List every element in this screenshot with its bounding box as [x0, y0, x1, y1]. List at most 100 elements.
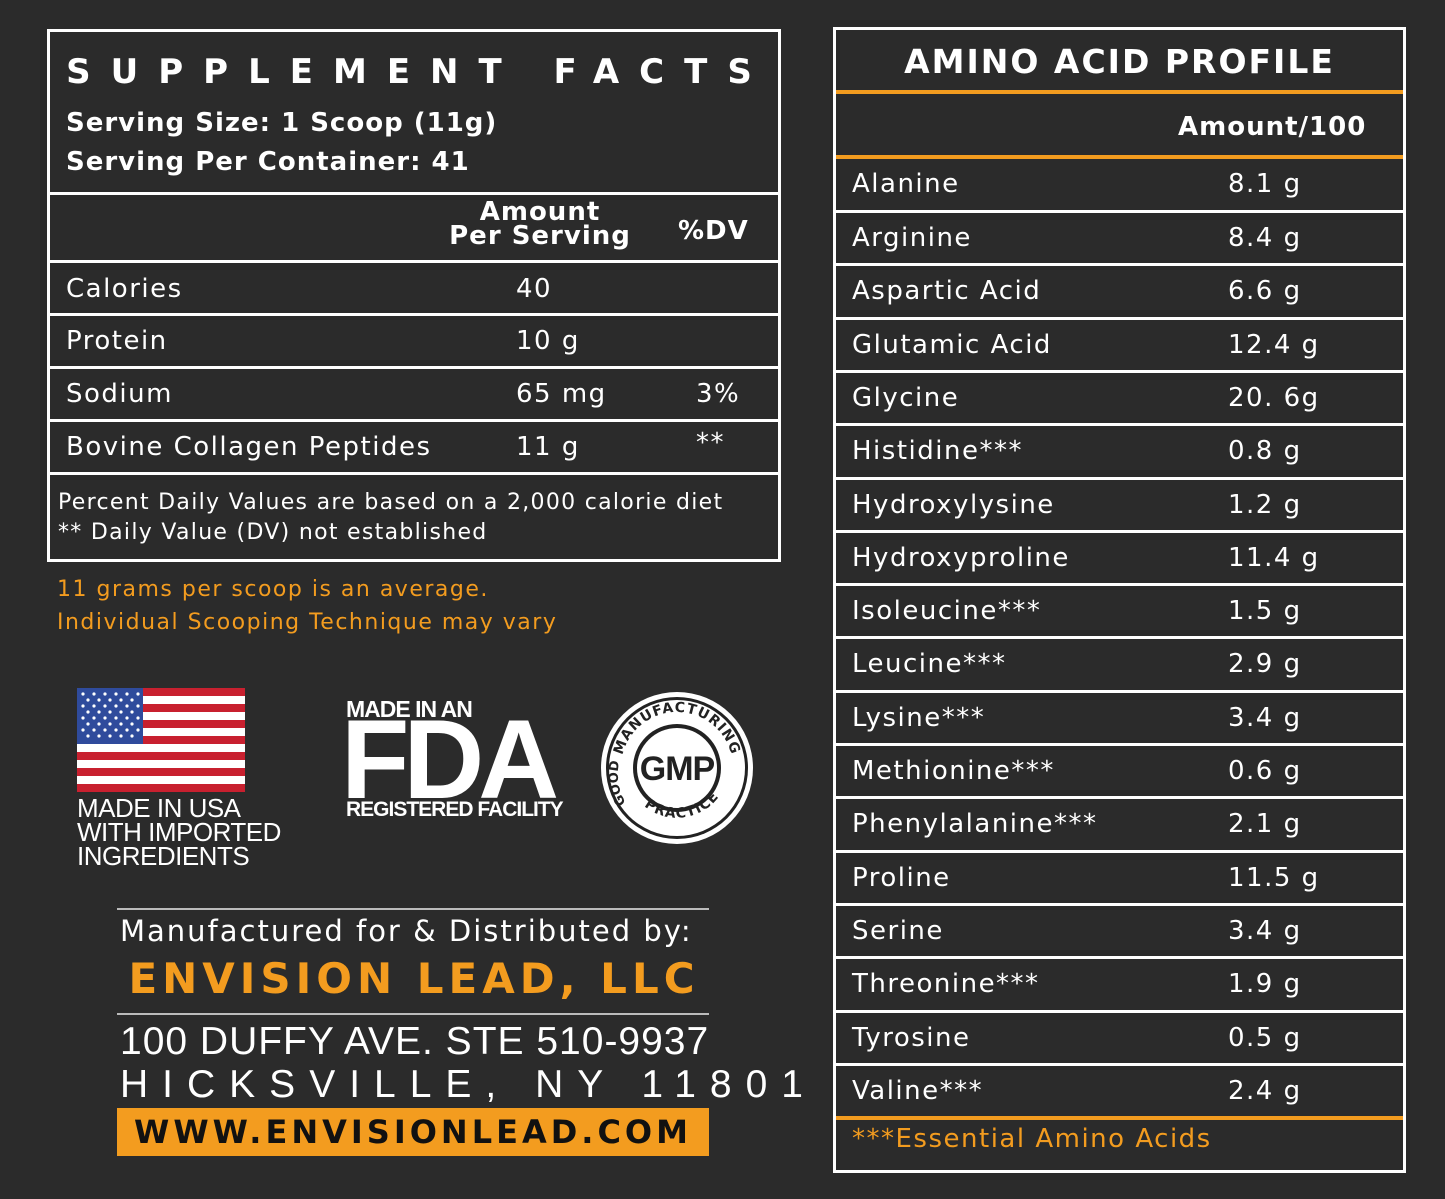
address-line2: HICKSVILLE, NY 11801 — [120, 1063, 817, 1106]
divider — [836, 155, 1403, 159]
amino-value: 1.5 g — [1228, 596, 1302, 627]
amino-name: Methionine*** — [852, 756, 1055, 786]
divider — [836, 90, 1403, 94]
amino-row: Histidine*** 0.8 g — [836, 423, 1403, 476]
amino-value: 0.8 g — [1228, 436, 1302, 467]
manufacturer-name: ENVISION LEAD, LLC — [128, 954, 700, 1003]
fda-badge-top: MADE IN AN — [346, 696, 473, 722]
amino-table: Alanine 8.1 g Arginine 8.4 g Aspartic Acid… — [836, 159, 1403, 1119]
amino-name: Valine*** — [852, 1075, 984, 1106]
amino-row: Leucine*** 2.9 g — [836, 636, 1403, 689]
amino-value: 2.1 g — [1228, 809, 1302, 840]
amount-per-100-header: Amount/100 — [1178, 112, 1367, 142]
website-link[interactable]: WWW.ENVISIONLEAD.COM — [117, 1108, 709, 1156]
scoop-note-line2: Individual Scooping Technique may vary — [57, 610, 558, 635]
usa-line3: INGREDIENTS — [77, 841, 250, 871]
nutrient-amount: 10 g — [516, 326, 580, 356]
amino-value: 0.6 g — [1228, 756, 1302, 786]
amino-value: 3.4 g — [1228, 702, 1302, 733]
amount-per-serving-header: Amount Per Serving — [430, 197, 650, 251]
amino-name: Isoleucine*** — [852, 596, 1042, 627]
amino-name: Histidine*** — [852, 436, 1023, 467]
amino-row: Serine 3.4 g — [836, 902, 1403, 956]
divider — [50, 313, 778, 316]
gmp-center-text: GMP — [640, 750, 715, 788]
amino-row: Aspartic Acid 6.6 g — [836, 263, 1403, 316]
amino-row: Threonine*** 1.9 g — [836, 956, 1403, 1009]
dv-not-established-footnote: ** Daily Value (DV) not established — [58, 520, 488, 545]
nutrient-amount: 65 mg — [516, 379, 607, 409]
divider — [117, 908, 709, 910]
amino-value: 8.4 g — [1228, 223, 1302, 253]
nutrient-name: Calories — [66, 274, 183, 304]
amino-name: Aspartic Acid — [852, 276, 1042, 307]
nutrient-amount: 40 — [516, 274, 553, 304]
amino-row: Phenylalanine*** 2.1 g — [836, 796, 1403, 849]
amino-row: Arginine 8.4 g — [836, 210, 1403, 263]
amino-row: Glycine 20. 6g — [836, 369, 1403, 423]
supplement-facts-title: SUPPLEMENT FACTS — [66, 52, 772, 92]
amino-value: 11.5 g — [1228, 862, 1320, 893]
nutrient-dv: 3% — [696, 379, 741, 409]
nutrient-name: Sodium — [66, 379, 173, 409]
nutrient-row: Calories 40 — [50, 264, 778, 314]
divider — [50, 192, 778, 195]
nutrient-row: Protein 10 g — [50, 316, 778, 366]
amino-value: 3.4 g — [1228, 915, 1302, 946]
nutrient-dv: ** — [696, 428, 725, 458]
amino-name: Lysine*** — [852, 702, 986, 733]
amount-header-line2: Per Serving — [449, 221, 631, 251]
amino-row: Glutamic Acid 12.4 g — [836, 316, 1403, 370]
usa-line2: WITH IMPORTED — [77, 817, 281, 847]
daily-value-footnote: Percent Daily Values are based on a 2,00… — [58, 490, 724, 515]
gmp-seal-icon: MANUFACTURING PRACTICE GOOD GMP — [601, 692, 753, 844]
supplement-facts-panel: SUPPLEMENT FACTS Serving Size: 1 Scoop (… — [47, 29, 781, 562]
amino-value: 20. 6g — [1228, 382, 1320, 413]
amino-name: Serine — [852, 915, 944, 946]
amino-value: 12.4 g — [1228, 329, 1320, 360]
scoop-note-line1: 11 grams per scoop is an average. — [57, 577, 489, 602]
serving-size: Serving Size: 1 Scoop (11g) — [66, 108, 498, 138]
divider — [117, 1013, 709, 1015]
amino-name: Glutamic Acid — [852, 329, 1052, 360]
amino-name: Hydroxyproline — [852, 542, 1070, 573]
amino-name: Alanine — [852, 169, 960, 199]
divider — [836, 1116, 1403, 1120]
amount-header-line1: Amount — [479, 197, 601, 227]
amino-profile-title: AMINO ACID PROFILE — [904, 42, 1335, 81]
divider — [50, 260, 778, 263]
amino-row: Isoleucine*** 1.5 g — [836, 583, 1403, 636]
nutrient-name: Bovine Collagen Peptides — [66, 432, 432, 462]
amino-row: Methionine*** 0.6 g — [836, 743, 1403, 796]
nutrient-row: Sodium 65 mg 3% — [50, 369, 778, 419]
amino-row: Hydroxyproline 11.4 g — [836, 529, 1403, 583]
amino-value: 8.1 g — [1228, 169, 1302, 199]
amino-name: Hydroxylysine — [852, 489, 1055, 520]
divider — [50, 419, 778, 422]
divider — [50, 366, 778, 369]
amino-value: 2.9 g — [1228, 649, 1302, 680]
amino-name: Proline — [852, 862, 951, 893]
amino-name: Threonine*** — [852, 969, 1040, 1000]
nutrient-amount: 11 g — [516, 432, 580, 462]
amino-name: Phenylalanine*** — [852, 809, 1098, 840]
amino-name: Arginine — [852, 223, 972, 253]
divider — [50, 472, 778, 475]
fda-badge-bottom: REGISTERED FACILITY — [346, 798, 564, 821]
amino-row: Alanine 8.1 g — [836, 159, 1403, 212]
amino-value: 1.9 g — [1228, 969, 1302, 1000]
amino-value: 6.6 g — [1228, 276, 1302, 307]
dv-header: %DV — [678, 216, 749, 246]
amino-row: Hydroxylysine 1.2 g — [836, 476, 1403, 530]
manufactured-for-label: Manufactured for & Distributed by: — [120, 914, 693, 948]
made-in-usa-badge-text: MADE IN USA WITH IMPORTED INGREDIENTS — [77, 795, 281, 871]
amino-row: Valine*** 2.4 g — [836, 1062, 1403, 1116]
amino-value: 11.4 g — [1228, 542, 1320, 573]
amino-row: Proline 11.5 g — [836, 849, 1403, 903]
nutrient-name: Protein — [66, 326, 168, 356]
us-flag-icon — [77, 688, 245, 792]
fda-badge-logo: FDA — [341, 697, 559, 822]
amino-name: Glycine — [852, 382, 960, 413]
amino-value: 1.2 g — [1228, 489, 1302, 520]
amino-acid-profile-panel: AMINO ACID PROFILE Amount/100 Alanine 8.1… — [833, 27, 1406, 1173]
